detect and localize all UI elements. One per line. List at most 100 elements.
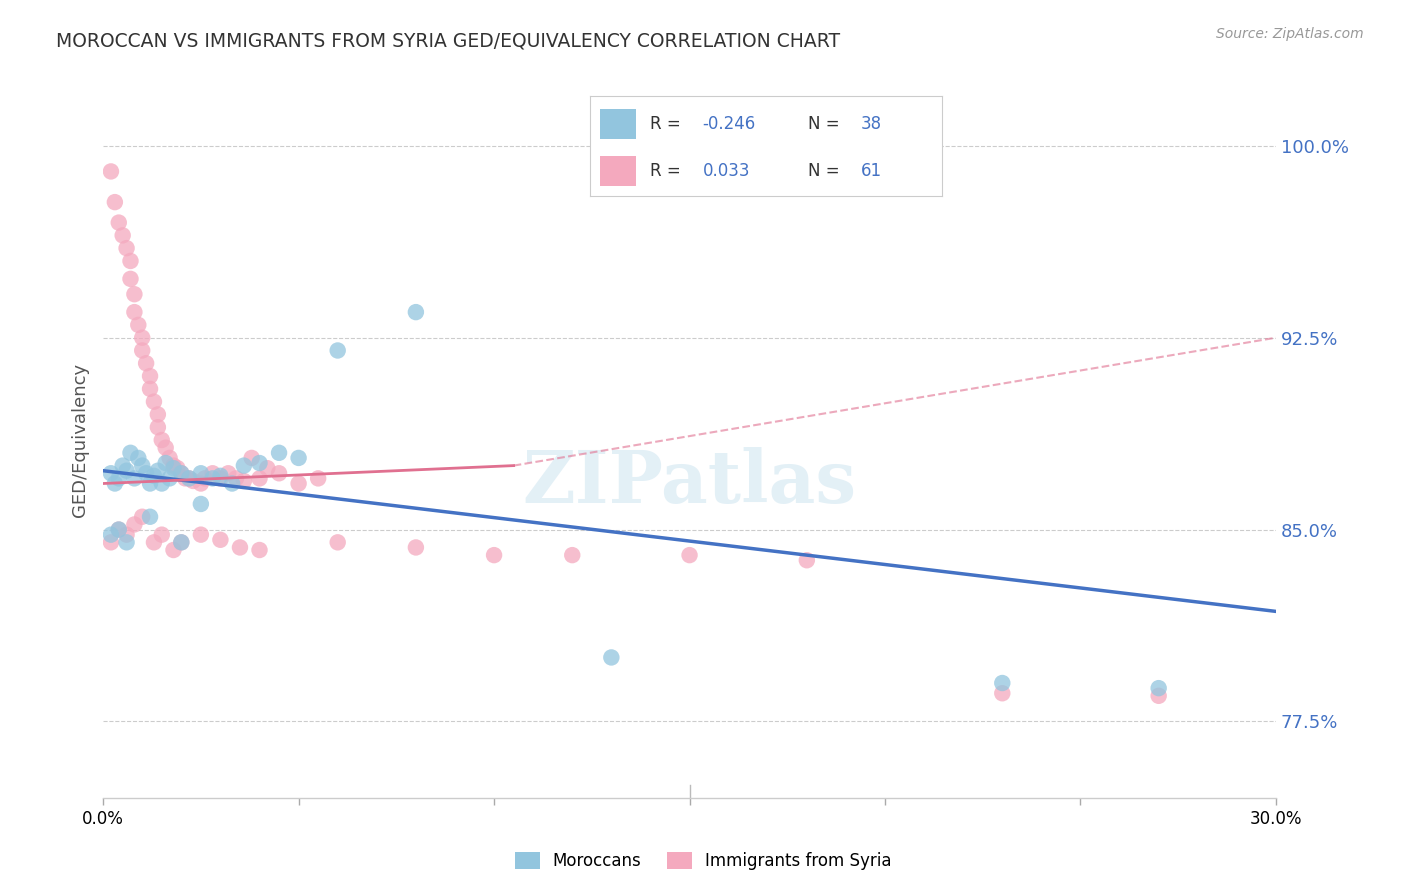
Point xyxy=(107,216,129,230)
Point xyxy=(120,272,142,286)
Point xyxy=(115,241,138,255)
Point xyxy=(124,471,146,485)
Point xyxy=(217,467,239,481)
Point xyxy=(179,471,201,485)
Point xyxy=(190,527,212,541)
Point xyxy=(181,474,204,488)
Point xyxy=(131,509,153,524)
Point xyxy=(249,456,271,470)
Point xyxy=(155,456,177,470)
Point xyxy=(229,541,252,555)
Point xyxy=(267,467,290,481)
Point xyxy=(146,408,169,422)
Point xyxy=(991,676,1014,690)
Point xyxy=(142,394,165,409)
Point xyxy=(232,474,254,488)
Point xyxy=(326,535,349,549)
Point xyxy=(561,548,583,562)
Point xyxy=(221,476,243,491)
Point xyxy=(120,254,142,268)
Y-axis label: GED/Equivalency: GED/Equivalency xyxy=(72,363,89,517)
Point xyxy=(170,535,193,549)
Point xyxy=(111,228,134,243)
Point xyxy=(190,497,212,511)
Point xyxy=(142,535,165,549)
Point xyxy=(139,369,162,384)
Point xyxy=(135,467,157,481)
Point xyxy=(249,471,271,485)
Point xyxy=(209,533,232,547)
Point xyxy=(135,356,157,370)
Point xyxy=(287,476,309,491)
Point xyxy=(256,461,278,475)
Point xyxy=(146,464,169,478)
Point xyxy=(166,461,188,475)
Point xyxy=(131,331,153,345)
Point xyxy=(115,527,138,541)
Point xyxy=(1147,681,1170,695)
Point xyxy=(162,543,184,558)
Point xyxy=(194,471,217,485)
Point xyxy=(127,450,149,465)
Text: Source: ZipAtlas.com: Source: ZipAtlas.com xyxy=(1216,27,1364,41)
Point xyxy=(104,195,127,210)
Point xyxy=(107,523,129,537)
Point xyxy=(482,548,505,562)
Point xyxy=(249,543,271,558)
Point xyxy=(170,467,193,481)
Point xyxy=(139,476,162,491)
Point xyxy=(159,471,181,485)
Point xyxy=(405,541,427,555)
Point xyxy=(142,468,165,483)
Point xyxy=(150,527,173,541)
Point xyxy=(162,461,184,475)
Point xyxy=(405,305,427,319)
Point xyxy=(107,471,129,485)
Point xyxy=(170,467,193,481)
Point xyxy=(124,305,146,319)
Point xyxy=(174,471,197,485)
Point xyxy=(1147,689,1170,703)
Point xyxy=(111,458,134,473)
Point xyxy=(232,458,254,473)
Point xyxy=(190,467,212,481)
Point xyxy=(209,468,232,483)
Point xyxy=(600,650,623,665)
Point xyxy=(287,450,309,465)
Point xyxy=(678,548,700,562)
Point xyxy=(225,471,247,485)
Text: ZIPatlas: ZIPatlas xyxy=(523,448,856,518)
Point xyxy=(100,164,122,178)
Point xyxy=(190,476,212,491)
Point xyxy=(150,476,173,491)
Point xyxy=(991,686,1014,700)
Point xyxy=(107,523,129,537)
Point xyxy=(131,343,153,358)
Point xyxy=(127,318,149,332)
Point xyxy=(131,458,153,473)
Point xyxy=(124,287,146,301)
Point xyxy=(100,535,122,549)
Point xyxy=(201,471,224,485)
Point xyxy=(100,527,122,541)
Point xyxy=(120,446,142,460)
Point xyxy=(240,450,263,465)
Point xyxy=(267,446,290,460)
Point xyxy=(170,535,193,549)
Point xyxy=(159,450,181,465)
Point xyxy=(115,464,138,478)
Point xyxy=(139,382,162,396)
Point xyxy=(209,471,232,485)
Point xyxy=(115,535,138,549)
Point xyxy=(124,517,146,532)
Point xyxy=(326,343,349,358)
Point xyxy=(179,471,201,485)
Point xyxy=(201,467,224,481)
Point xyxy=(139,509,162,524)
Point xyxy=(100,467,122,481)
Point xyxy=(150,433,173,447)
Point xyxy=(104,476,127,491)
Text: MOROCCAN VS IMMIGRANTS FROM SYRIA GED/EQUIVALENCY CORRELATION CHART: MOROCCAN VS IMMIGRANTS FROM SYRIA GED/EQ… xyxy=(56,31,841,50)
Point xyxy=(307,471,329,485)
Legend: Moroccans, Immigrants from Syria: Moroccans, Immigrants from Syria xyxy=(508,845,898,877)
